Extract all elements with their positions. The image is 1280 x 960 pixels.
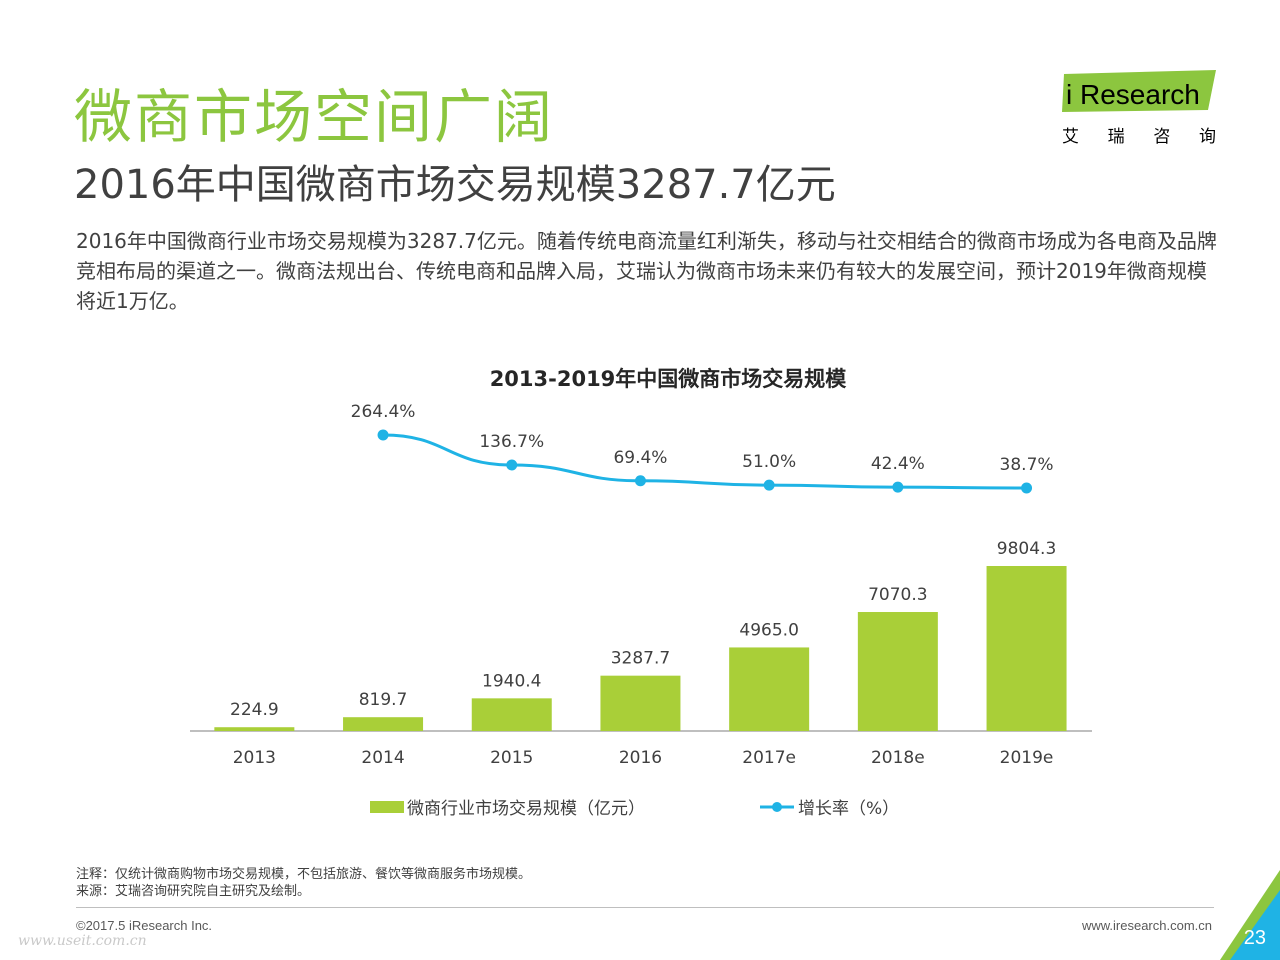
page-subtitle: 2016年中国微商市场交易规模3287.7亿元 bbox=[74, 162, 836, 208]
page-title: 微商市场空间广阔 bbox=[74, 83, 555, 151]
growth-rate-line bbox=[383, 433, 1027, 490]
logo-banner bbox=[1062, 70, 1216, 112]
growth-point-2018e bbox=[892, 481, 904, 493]
growth-point-2014 bbox=[377, 429, 389, 441]
growth-point-2015 bbox=[506, 459, 518, 471]
watermark-text: www.useit.com.cn bbox=[18, 933, 147, 949]
logo-brand-name: Research bbox=[1080, 79, 1200, 110]
legend-label-line: 增长率（%） bbox=[798, 799, 899, 819]
growth-point-2017e bbox=[763, 479, 775, 491]
bar-2017e bbox=[729, 647, 810, 731]
growth-point-2016 bbox=[634, 475, 646, 487]
chart-notes: 注释：仅统计微商购物市场交易规模，不包括旅游、餐饮等微商服务市场规模。 来源：艾… bbox=[76, 866, 531, 900]
bar-value-label-2013: 224.9 bbox=[230, 700, 279, 720]
note-text: 注释：仅统计微商购物市场交易规模，不包括旅游、餐饮等微商服务市场规模。 bbox=[76, 867, 532, 882]
growth-line-layer: 264.4% 136.7% 69.4% 51.0% 42.4% 38.7% bbox=[351, 402, 1054, 494]
bar-2014 bbox=[343, 717, 424, 731]
growth-label-2015: 136.7% bbox=[479, 432, 544, 452]
bars-layer: 224.9 819.7 1940.4 3287.7 4965.0 7070.3 9804.3 bbox=[214, 539, 1067, 731]
x-tick-2019e: 2019e bbox=[1000, 748, 1054, 768]
growth-label-2014: 264.4% bbox=[351, 402, 416, 422]
website-link[interactable]: www.iresearch.com.cn bbox=[1081, 918, 1212, 933]
x-tick-2017e: 2017e bbox=[742, 748, 796, 768]
growth-label-2017e: 51.0% bbox=[742, 452, 796, 472]
growth-label-2016: 69.4% bbox=[613, 448, 667, 468]
x-tick-2016: 2016 bbox=[619, 748, 662, 768]
growth-label-2018e: 42.4% bbox=[871, 454, 925, 474]
bar-value-label-2019e: 9804.3 bbox=[997, 539, 1056, 559]
x-tick-labels: 2013 2014 2015 2016 2017e 2018e 2019e bbox=[233, 748, 1054, 768]
legend-label-bars: 微商行业市场交易规模（亿元） bbox=[407, 799, 645, 819]
bar-2019e bbox=[986, 566, 1067, 731]
growth-point-2019e bbox=[1021, 482, 1033, 494]
copyright-text: ©2017.5 iResearch Inc. bbox=[76, 918, 213, 933]
legend-swatch-bars bbox=[370, 801, 404, 813]
bar-value-label-2017e: 4965.0 bbox=[739, 620, 798, 640]
x-tick-2013: 2013 bbox=[233, 748, 276, 768]
iresearch-logo: i Research 艾 瑞 咨 询 bbox=[1062, 70, 1216, 146]
bar-value-label-2018e: 7070.3 bbox=[868, 585, 927, 605]
bar-2013 bbox=[214, 727, 295, 731]
bar-2015 bbox=[471, 698, 552, 731]
bar-value-label-2016: 3287.7 bbox=[611, 649, 670, 669]
logo-brand-prefix: i bbox=[1066, 79, 1072, 110]
page-corner-decoration bbox=[1220, 870, 1280, 960]
page-number: 23 bbox=[1243, 927, 1266, 949]
source-text: 来源：艾瑞咨询研究院自主研究及绘制。 bbox=[76, 884, 311, 899]
growth-label-2019e: 38.7% bbox=[1000, 455, 1054, 475]
x-tick-2015: 2015 bbox=[490, 748, 533, 768]
corner-blue-triangle bbox=[1230, 890, 1280, 960]
x-tick-2018e: 2018e bbox=[871, 748, 925, 768]
bar-value-label-2014: 819.7 bbox=[359, 690, 408, 710]
bar-2016 bbox=[600, 675, 681, 731]
bar-value-label-2015: 1940.4 bbox=[482, 671, 541, 691]
logo-chinese-name: 艾 瑞 咨 询 bbox=[1062, 127, 1216, 146]
legend-swatch-marker bbox=[772, 802, 782, 812]
summary-paragraph: 2016年中国微商行业市场交易规模为3287.7亿元。随着传统电商流量红利渐失，… bbox=[76, 229, 1217, 313]
chart-legend: 微商行业市场交易规模（亿元） 增长率（%） bbox=[370, 799, 899, 819]
chart-title: 2013-2019年中国微商市场交易规模 bbox=[490, 367, 848, 391]
footer-divider bbox=[76, 907, 1214, 908]
x-tick-2014: 2014 bbox=[361, 748, 404, 768]
bar-2018e bbox=[857, 612, 938, 731]
market-size-chart: 2013-2019年中国微商市场交易规模 224.9 819.7 1940.4 328… bbox=[190, 367, 1092, 819]
